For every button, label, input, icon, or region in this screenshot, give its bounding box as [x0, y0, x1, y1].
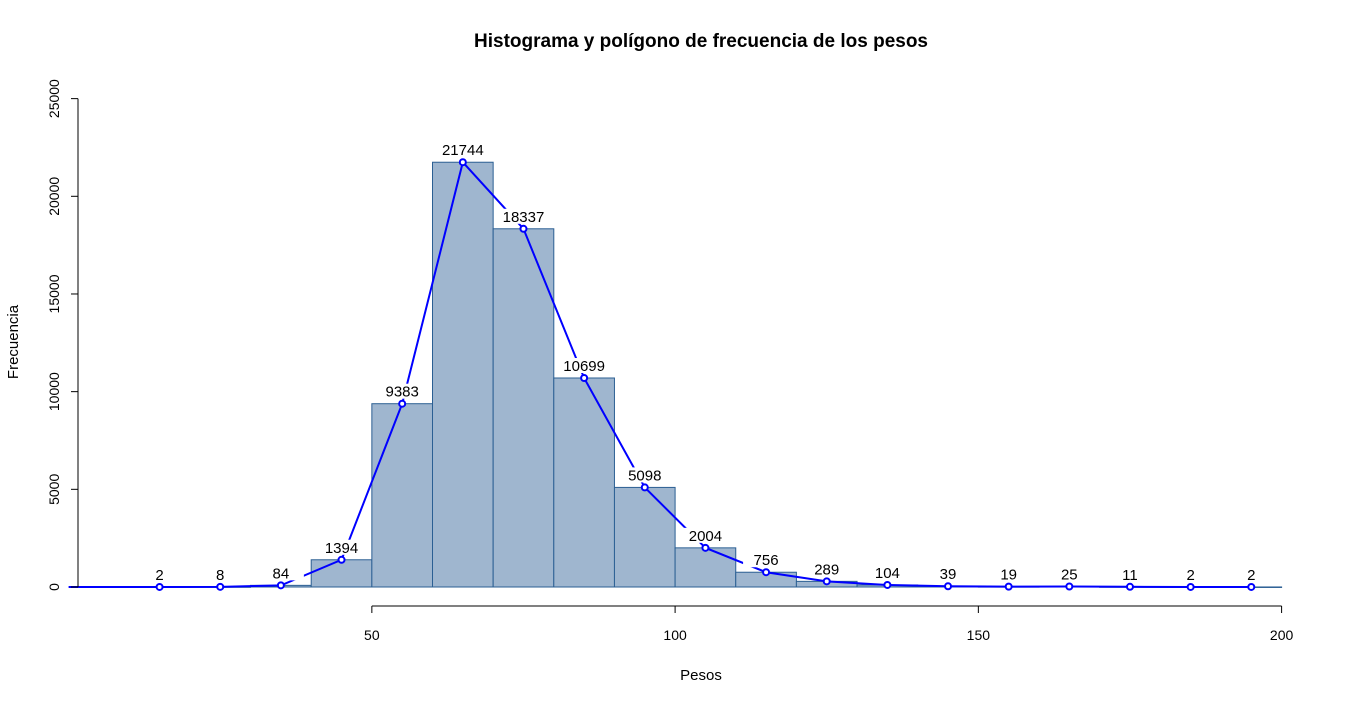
data-label-bg-9 — [682, 527, 729, 543]
data-label-bg-12 — [864, 564, 911, 580]
polygon-point-16 — [1125, 582, 1134, 591]
polygon-point-10 — [762, 568, 771, 577]
data-label-bg-11 — [803, 561, 850, 577]
polygon-point-5 — [458, 158, 467, 167]
data-label-bg-1 — [197, 566, 244, 582]
data-label-2: 84 — [273, 565, 290, 582]
data-label-5: 21744 — [442, 142, 484, 159]
data-label-bg-3 — [318, 539, 365, 555]
data-label-bg-15 — [1046, 566, 1093, 582]
polygon-point-8 — [640, 483, 649, 492]
data-label-bg-10 — [743, 552, 790, 568]
y-tick-label-0: 0 — [46, 583, 62, 591]
polygon-point-13 — [944, 582, 953, 591]
data-label-bg-17 — [1167, 566, 1214, 582]
data-label-bg-18 — [1228, 566, 1275, 582]
polygon-point-1 — [216, 582, 225, 591]
polygon-point-6 — [519, 224, 528, 233]
data-label-18: 2 — [1247, 567, 1255, 584]
data-label-3: 1394 — [325, 540, 358, 557]
polygon-point-4 — [398, 399, 407, 408]
polygon-point-14 — [1004, 582, 1013, 591]
x-axis-label: Pesos — [680, 667, 722, 684]
data-label-0: 2 — [155, 567, 163, 584]
x-tick-label-2: 150 — [967, 627, 991, 643]
data-label-16: 11 — [1122, 567, 1138, 584]
polygon-point-18 — [1247, 582, 1256, 591]
polygon-point-9 — [701, 543, 710, 552]
data-label-bg-5 — [439, 142, 486, 158]
chart-title: Histograma y polígono de frecuencia de l… — [474, 31, 928, 52]
data-label-9: 2004 — [689, 528, 722, 545]
x-tick-label-3: 200 — [1270, 627, 1294, 643]
y-axis: 0 5000 10000 15000 20000 25000 — [46, 79, 79, 591]
histogram-bar-4 — [371, 403, 434, 588]
data-label-bg-6 — [500, 208, 547, 224]
data-label-bg-0 — [136, 566, 183, 582]
histogram-bar-7 — [553, 377, 615, 588]
y-tick-label-4: 20000 — [46, 177, 62, 216]
polygon-point-11 — [822, 577, 831, 586]
data-label-bg-2 — [257, 565, 304, 581]
histogram-bar-8 — [613, 486, 676, 588]
polygon-point-3 — [337, 555, 346, 564]
y-tick-label-5: 25000 — [46, 79, 62, 118]
polygon-point-0 — [155, 582, 164, 591]
y-tick-label-2: 10000 — [46, 372, 62, 411]
y-axis-label: Frecuencia — [5, 304, 22, 379]
x-tick-label-1: 100 — [663, 627, 687, 643]
data-label-14: 19 — [1000, 567, 1017, 584]
histogram-bar-5 — [432, 161, 494, 588]
data-label-1: 8 — [216, 567, 224, 584]
polygon-line — [68, 160, 1252, 588]
polygon-point-7 — [580, 373, 589, 382]
data-label-bg-13 — [925, 566, 972, 582]
data-label-17: 2 — [1186, 567, 1194, 584]
data-label-bg-7 — [561, 357, 608, 373]
polygon-point-15 — [1065, 582, 1074, 591]
data-label-10: 756 — [754, 552, 779, 569]
polygon-point-12 — [883, 580, 892, 589]
frequency-polygon — [68, 158, 1256, 591]
data-label-bg-4 — [379, 383, 426, 399]
data-label-8: 5098 — [628, 467, 661, 484]
data-label-7: 10699 — [563, 358, 605, 375]
data-label-bg-14 — [985, 566, 1032, 582]
y-tick-label-1: 5000 — [46, 474, 62, 505]
x-axis: 50 100 150 200 — [364, 605, 1294, 643]
data-label-12: 104 — [875, 565, 900, 582]
polygon-point-17 — [1186, 582, 1195, 591]
y-tick-label-3: 15000 — [46, 274, 62, 313]
data-label-4: 9383 — [385, 384, 418, 401]
histogram-bar-3 — [310, 559, 373, 588]
data-labels: 2 8 84 1394 9383 21744 18337 10699 5098 2004 756 28… — [136, 142, 1275, 584]
x-tick-label-0: 50 — [364, 627, 380, 643]
data-label-bg-16 — [1106, 566, 1153, 582]
data-label-15: 25 — [1061, 567, 1078, 584]
data-label-11: 289 — [814, 561, 839, 578]
data-label-6: 18337 — [503, 209, 545, 226]
data-label-bg-8 — [621, 467, 668, 483]
data-label-13: 39 — [940, 566, 957, 583]
polygon-point-2 — [276, 581, 285, 590]
histogram-bar-9 — [674, 547, 737, 588]
